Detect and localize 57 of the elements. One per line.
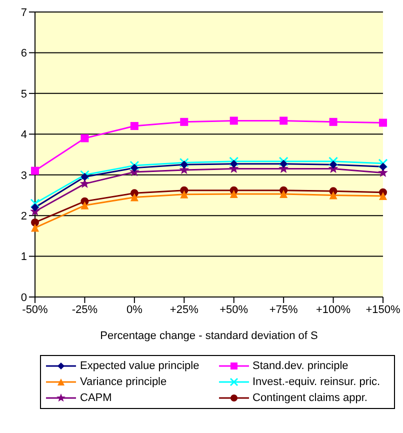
y-tick-label: 5 xyxy=(20,88,27,100)
point xyxy=(130,122,138,130)
x-tick-label: -25% xyxy=(72,304,98,316)
point xyxy=(30,198,40,208)
legend-label: Expected value principle xyxy=(80,360,200,372)
point xyxy=(179,158,189,168)
point xyxy=(31,218,39,226)
point xyxy=(80,178,90,188)
point xyxy=(230,190,238,198)
legend-label: Stand.dev. principle xyxy=(252,360,348,372)
point xyxy=(329,118,338,126)
x-tick-label: -50% xyxy=(22,304,48,316)
y-tick-label: 6 xyxy=(20,48,27,60)
point xyxy=(31,203,39,212)
legend-label: Invest.-equiv. reinsur. pric. xyxy=(252,376,380,388)
point xyxy=(329,191,338,200)
point xyxy=(80,172,89,181)
y-tick-label: 1 xyxy=(20,251,27,264)
point xyxy=(379,118,387,127)
point xyxy=(80,134,89,142)
legend-label: CAPM xyxy=(80,392,112,404)
point xyxy=(280,116,288,125)
point xyxy=(180,190,188,198)
y-tick-label: 3 xyxy=(20,170,27,182)
point xyxy=(278,156,288,166)
point xyxy=(379,192,387,200)
point xyxy=(130,164,138,172)
point xyxy=(229,156,239,166)
point xyxy=(378,158,388,168)
x-tick-label: +25% xyxy=(170,304,199,316)
x-tick-label: +100% xyxy=(316,304,351,316)
point xyxy=(180,160,188,169)
point xyxy=(130,160,140,170)
legend-label: Variance principle xyxy=(80,376,167,388)
point xyxy=(329,160,338,169)
point xyxy=(80,170,90,180)
point xyxy=(31,224,39,232)
point xyxy=(328,156,338,166)
point xyxy=(230,116,238,125)
point xyxy=(180,118,188,126)
y-tick-label: 2 xyxy=(20,210,27,222)
y-tick-label: 4 xyxy=(20,129,27,142)
point xyxy=(280,160,288,168)
point xyxy=(31,166,39,175)
point xyxy=(280,190,288,198)
x-tick-label: 0% xyxy=(126,304,143,316)
x-tick-label: +150% xyxy=(366,304,400,316)
y-tick-label: 7 xyxy=(20,6,27,19)
x-tick-label: +75% xyxy=(269,304,298,316)
x-tick-label: +50% xyxy=(220,304,248,316)
point xyxy=(230,160,238,168)
x-axis-title: Percentage change - standard deviation of S xyxy=(100,330,318,342)
point xyxy=(80,201,89,210)
legend-label: Contingent claims appr. xyxy=(252,392,368,404)
point xyxy=(130,193,138,202)
point xyxy=(379,162,387,171)
y-tick-label: 0 xyxy=(20,292,27,304)
